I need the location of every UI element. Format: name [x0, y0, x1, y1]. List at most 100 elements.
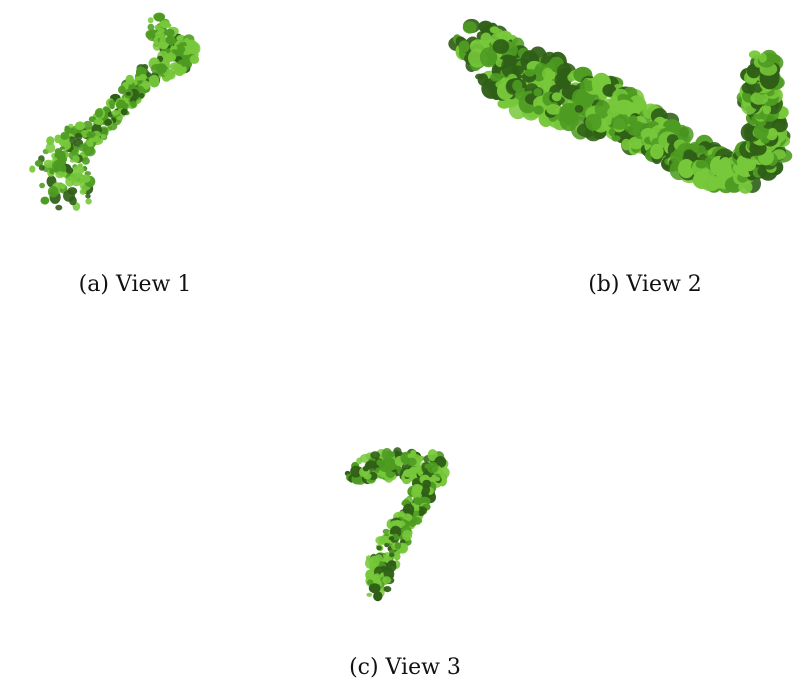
- density-blob: [79, 188, 87, 195]
- density-blob: [138, 67, 147, 75]
- density-blob: [38, 164, 45, 171]
- density-blob: [373, 591, 383, 602]
- density-blob: [741, 82, 756, 94]
- density-blob: [585, 113, 602, 131]
- density-blob: [366, 592, 373, 597]
- density-blob: [118, 85, 126, 95]
- density-blob: [512, 79, 523, 92]
- density-blob: [427, 449, 438, 462]
- density-blob: [130, 100, 137, 108]
- density-blob: [479, 47, 498, 68]
- density-blob: [81, 157, 90, 165]
- density-blob: [376, 545, 382, 551]
- density-blob: [146, 72, 152, 78]
- density-blob: [43, 159, 54, 168]
- density-blob: [750, 91, 769, 105]
- density-blob: [604, 115, 613, 126]
- density-blob: [765, 127, 778, 141]
- density-blob: [363, 472, 372, 480]
- density-blob: [439, 467, 450, 479]
- density-blob: [492, 39, 510, 54]
- density-blob: [369, 555, 380, 568]
- density-blob: [524, 68, 536, 77]
- density-blob: [55, 204, 63, 211]
- density-blob: [63, 190, 75, 202]
- density-blob: [367, 579, 374, 586]
- density-blob: [383, 586, 392, 593]
- density-blob: [402, 529, 413, 541]
- density-blob: [125, 91, 131, 96]
- density-blob: [78, 143, 89, 152]
- density-blob: [434, 476, 441, 482]
- density-blob: [387, 451, 396, 458]
- density-blob: [368, 583, 381, 594]
- density-map-view-1-graphic: [29, 12, 201, 211]
- density-blob: [150, 64, 161, 74]
- density-blob: [678, 159, 695, 179]
- density-blob: [458, 40, 470, 53]
- density-blob: [417, 456, 424, 462]
- density-blob: [757, 166, 767, 177]
- density-blob: [748, 50, 761, 59]
- density-blob: [574, 105, 584, 113]
- density-blob: [159, 20, 170, 29]
- density-blob: [370, 451, 380, 459]
- density-blob: [758, 52, 767, 63]
- density-blob: [64, 125, 70, 131]
- density-blob: [384, 543, 390, 548]
- density-blob: [94, 118, 104, 125]
- density-blob: [426, 461, 439, 474]
- density-blob: [189, 54, 200, 64]
- density-blob: [149, 74, 160, 88]
- density-blob: [68, 123, 74, 129]
- density-blob: [138, 92, 145, 99]
- density-blob: [408, 520, 417, 527]
- density-blob: [375, 536, 387, 545]
- density-blob: [94, 108, 104, 118]
- density-blob: [83, 120, 93, 130]
- density-blob: [45, 142, 56, 153]
- density-blob: [490, 73, 503, 82]
- density-blob: [743, 159, 756, 172]
- density-blob: [88, 116, 97, 123]
- caption-view-3: (c) View 3: [349, 655, 461, 680]
- density-blob: [356, 457, 363, 465]
- density-blob: [40, 196, 50, 205]
- density-blob: [69, 172, 79, 182]
- density-blob: [59, 146, 65, 150]
- density-blob: [47, 186, 59, 198]
- density-blob: [394, 542, 402, 550]
- density-blob: [74, 121, 86, 131]
- density-blob: [86, 131, 96, 138]
- density-blob: [109, 103, 115, 110]
- density-blob: [139, 74, 147, 81]
- density-blob: [388, 536, 395, 541]
- density-blob: [172, 63, 183, 72]
- density-map-view-2-graphic: [448, 18, 793, 194]
- density-blob: [165, 52, 177, 62]
- density-blob: [147, 23, 155, 31]
- caption-view-2: (b) View 2: [588, 272, 702, 297]
- density-blob: [350, 465, 362, 478]
- density-blob: [611, 135, 621, 142]
- density-blob: [762, 104, 772, 115]
- density-blob: [79, 174, 91, 183]
- density-blob: [389, 552, 395, 558]
- density-blob: [120, 108, 128, 116]
- density-blob: [154, 30, 165, 39]
- density-blob: [382, 576, 392, 584]
- density-blob: [29, 165, 36, 173]
- density-blob: [39, 182, 45, 189]
- density-blob: [628, 136, 645, 150]
- density-map-view-3: [330, 430, 480, 620]
- density-blob: [104, 118, 112, 126]
- density-blob: [714, 177, 725, 189]
- density-blob: [100, 134, 106, 139]
- density-blob: [511, 65, 524, 75]
- density-blob: [677, 126, 694, 143]
- density-blob: [116, 115, 123, 121]
- density-blob: [584, 80, 594, 92]
- density-blob: [650, 143, 664, 160]
- density-blob: [60, 131, 70, 140]
- density-blob: [125, 74, 135, 85]
